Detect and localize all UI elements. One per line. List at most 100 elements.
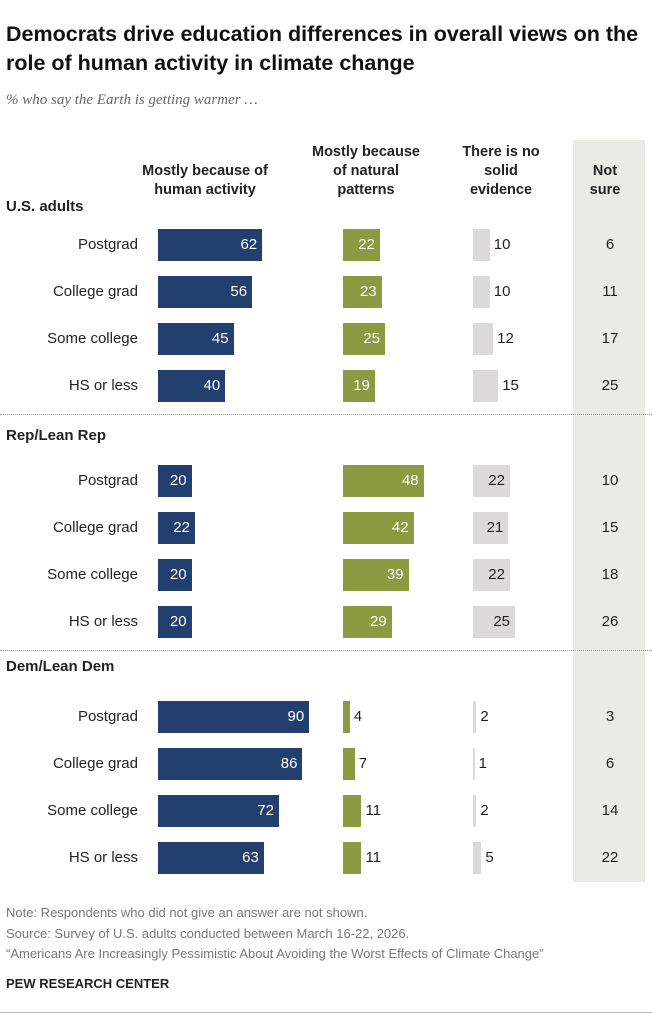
value-label: 15 (601, 519, 619, 536)
value-label: 21 (486, 519, 504, 536)
value-label: 6 (605, 755, 615, 772)
value-label: 45 (211, 330, 229, 347)
footer: PEW RESEARCH CENTER (6, 976, 170, 991)
bar (158, 748, 303, 780)
value-label: 23 (359, 283, 377, 300)
bar (473, 276, 490, 308)
bar (158, 276, 253, 308)
value-label: 26 (601, 613, 619, 630)
bar (158, 370, 226, 402)
value-label: 25 (493, 613, 510, 630)
bar (473, 606, 515, 638)
category-label: Some college (47, 802, 138, 819)
value-label: 29 (370, 613, 387, 630)
category-label: Postgrad (77, 708, 138, 725)
bar (343, 748, 355, 780)
report-title: “Americans Are Increasingly Pessimistic … (6, 946, 544, 961)
category-label: HS or less (68, 849, 138, 866)
value-label: 25 (601, 377, 619, 394)
bar (473, 795, 477, 827)
bar (343, 465, 424, 497)
note: Note: Respondents who did not give an an… (6, 905, 368, 920)
value-label: 15 (502, 377, 519, 394)
value-label: 11 (365, 849, 382, 866)
value-label: 22 (488, 566, 505, 583)
value-label: 63 (242, 849, 259, 866)
chart-subtitle: % who say the Earth is getting warmer … (6, 92, 258, 108)
value-label: 10 (493, 283, 511, 300)
value-label: 20 (169, 566, 187, 583)
bar (343, 370, 375, 402)
value-label: 25 (363, 330, 380, 347)
source: Source: Survey of U.S. adults conducted … (6, 926, 410, 941)
value-label: 22 (488, 472, 505, 489)
bar (473, 559, 510, 591)
column-header: There is no solid evidence (462, 144, 540, 198)
column-header: Mostly because of natural patterns (312, 144, 420, 198)
group-label: Dem/Lean Dem (6, 658, 115, 675)
value-label: 2 (480, 708, 489, 725)
value-label: 14 (601, 802, 619, 819)
bar (158, 559, 192, 591)
value-label: 11 (602, 283, 618, 300)
bar (158, 701, 310, 733)
category-label: Some college (47, 330, 138, 347)
category-label: HS or less (68, 613, 138, 630)
group-label: U.S. adults (6, 198, 84, 215)
value-label: 11 (365, 802, 382, 819)
value-label: 3 (605, 708, 615, 725)
bar (473, 323, 494, 355)
value-label: 40 (203, 377, 221, 394)
value-label: 19 (353, 377, 370, 394)
bar (158, 795, 279, 827)
value-label: 10 (601, 472, 619, 489)
value-label: 2 (480, 802, 489, 819)
bar (158, 606, 192, 638)
column-header: Mostly because of human activity (142, 163, 268, 198)
value-label: 20 (169, 472, 187, 489)
value-label: 17 (601, 330, 619, 347)
bar (343, 276, 382, 308)
bar (473, 701, 477, 733)
value-label: 56 (230, 283, 248, 300)
category-label: College grad (52, 519, 138, 536)
value-label: 5 (485, 849, 494, 866)
value-label: 1 (478, 755, 488, 772)
bar (343, 559, 409, 591)
category-label: HS or less (68, 377, 138, 394)
bar (158, 323, 234, 355)
column-band (573, 140, 645, 882)
value-label: 48 (401, 472, 419, 489)
value-label: 4 (353, 708, 363, 725)
value-label: 86 (280, 755, 298, 772)
bar (158, 512, 195, 544)
value-label: 22 (601, 849, 619, 866)
bar (473, 748, 475, 780)
bar (343, 229, 380, 261)
group-separator (0, 650, 652, 651)
bar (343, 795, 362, 827)
column-header: Not sure (589, 163, 621, 198)
bottom-rule (0, 1012, 652, 1013)
value-label: 10 (493, 236, 511, 253)
bar (343, 842, 362, 874)
value-label: 42 (391, 519, 409, 536)
chart-title: Democrats drive education differences in… (6, 22, 639, 75)
value-label: 18 (601, 566, 619, 583)
bar (473, 512, 509, 544)
category-label: Postgrad (77, 472, 138, 489)
group-separator (0, 414, 652, 415)
bar (343, 701, 350, 733)
value-label: 22 (358, 236, 375, 253)
value-label: 7 (358, 755, 368, 772)
bar (158, 465, 192, 497)
bar (473, 370, 499, 402)
category-label: Some college (47, 566, 138, 583)
category-label: College grad (52, 283, 138, 300)
value-label: 6 (605, 236, 615, 253)
value-label: 20 (169, 613, 187, 630)
value-label: 72 (257, 802, 274, 819)
bar (473, 465, 510, 497)
bar (473, 842, 482, 874)
